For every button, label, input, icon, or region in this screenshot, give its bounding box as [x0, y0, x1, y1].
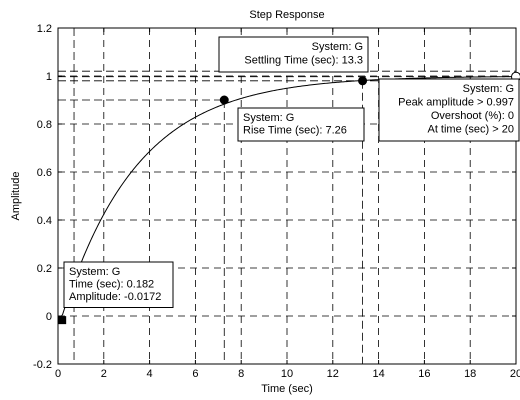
datatip-line: System: G: [463, 83, 514, 95]
datatip-line: System: G: [69, 266, 120, 278]
datatip-line: Rise Time (sec): 7.26: [243, 125, 347, 137]
x-tick-label: 4: [147, 368, 153, 380]
datatip-line: Peak amplitude > 0.997: [398, 97, 514, 109]
marker-rise-time-dot: [219, 95, 229, 105]
series-line-step-response: [58, 76, 517, 317]
y-tick-label: 0.2: [37, 263, 52, 275]
datatip-line: Overshoot (%): 0: [431, 110, 514, 122]
x-tick-label: 18: [464, 368, 476, 380]
x-tick-label: 20: [510, 368, 520, 380]
x-axis-label: Time (sec): [261, 383, 313, 395]
datatip-box: [63, 261, 174, 308]
marker-start-square: [58, 316, 67, 325]
datatip-box: [378, 78, 520, 142]
datatip-3: System: G Peak amplitude > 0.997Overshoot…: [378, 78, 520, 142]
x-tick-label: 8: [238, 368, 244, 380]
y-tick-label: 0: [46, 311, 52, 323]
grid: [58, 28, 516, 364]
datatip-2: System: G Settling Time (sec): 13.3: [218, 36, 369, 73]
y-axis-label: Amplitude: [10, 172, 22, 221]
x-tick-label: 0: [55, 368, 61, 380]
marker-settling-time-dot: [358, 76, 368, 86]
y-tick-label: 1.2: [37, 23, 52, 35]
x-tick-label: 6: [192, 368, 198, 380]
datatip-line: At time (sec) > 20: [427, 124, 514, 136]
datatip-line: System: G: [243, 112, 294, 124]
datatip-line: Time (sec): 0.182: [69, 279, 154, 291]
axis-ticks: 0 2 4 6 8 10 12 14 16 18 20-0.200.20.40.60.811.2: [33, 23, 520, 380]
datatip-line: Settling Time (sec): 13.3: [244, 55, 363, 67]
datatip-line: System: G: [312, 41, 363, 53]
datatip-box: [237, 107, 365, 142]
x-tick-label: 2: [101, 368, 107, 380]
y-tick-label: 1: [46, 71, 52, 83]
datatip-line: Amplitude: -0.0172: [69, 291, 161, 303]
x-tick-label: 12: [327, 368, 339, 380]
x-tick-label: 14: [372, 368, 384, 380]
y-tick-label: 0.8: [37, 119, 52, 131]
y-tick-label: 0.6: [37, 167, 52, 179]
chart-title: Step Response: [249, 9, 324, 21]
x-tick-label: 10: [281, 368, 293, 380]
y-tick-label: -0.2: [33, 359, 52, 371]
datatip-box: [218, 36, 369, 73]
x-tick-label: 16: [418, 368, 430, 380]
y-tick-label: 0.4: [37, 215, 52, 227]
